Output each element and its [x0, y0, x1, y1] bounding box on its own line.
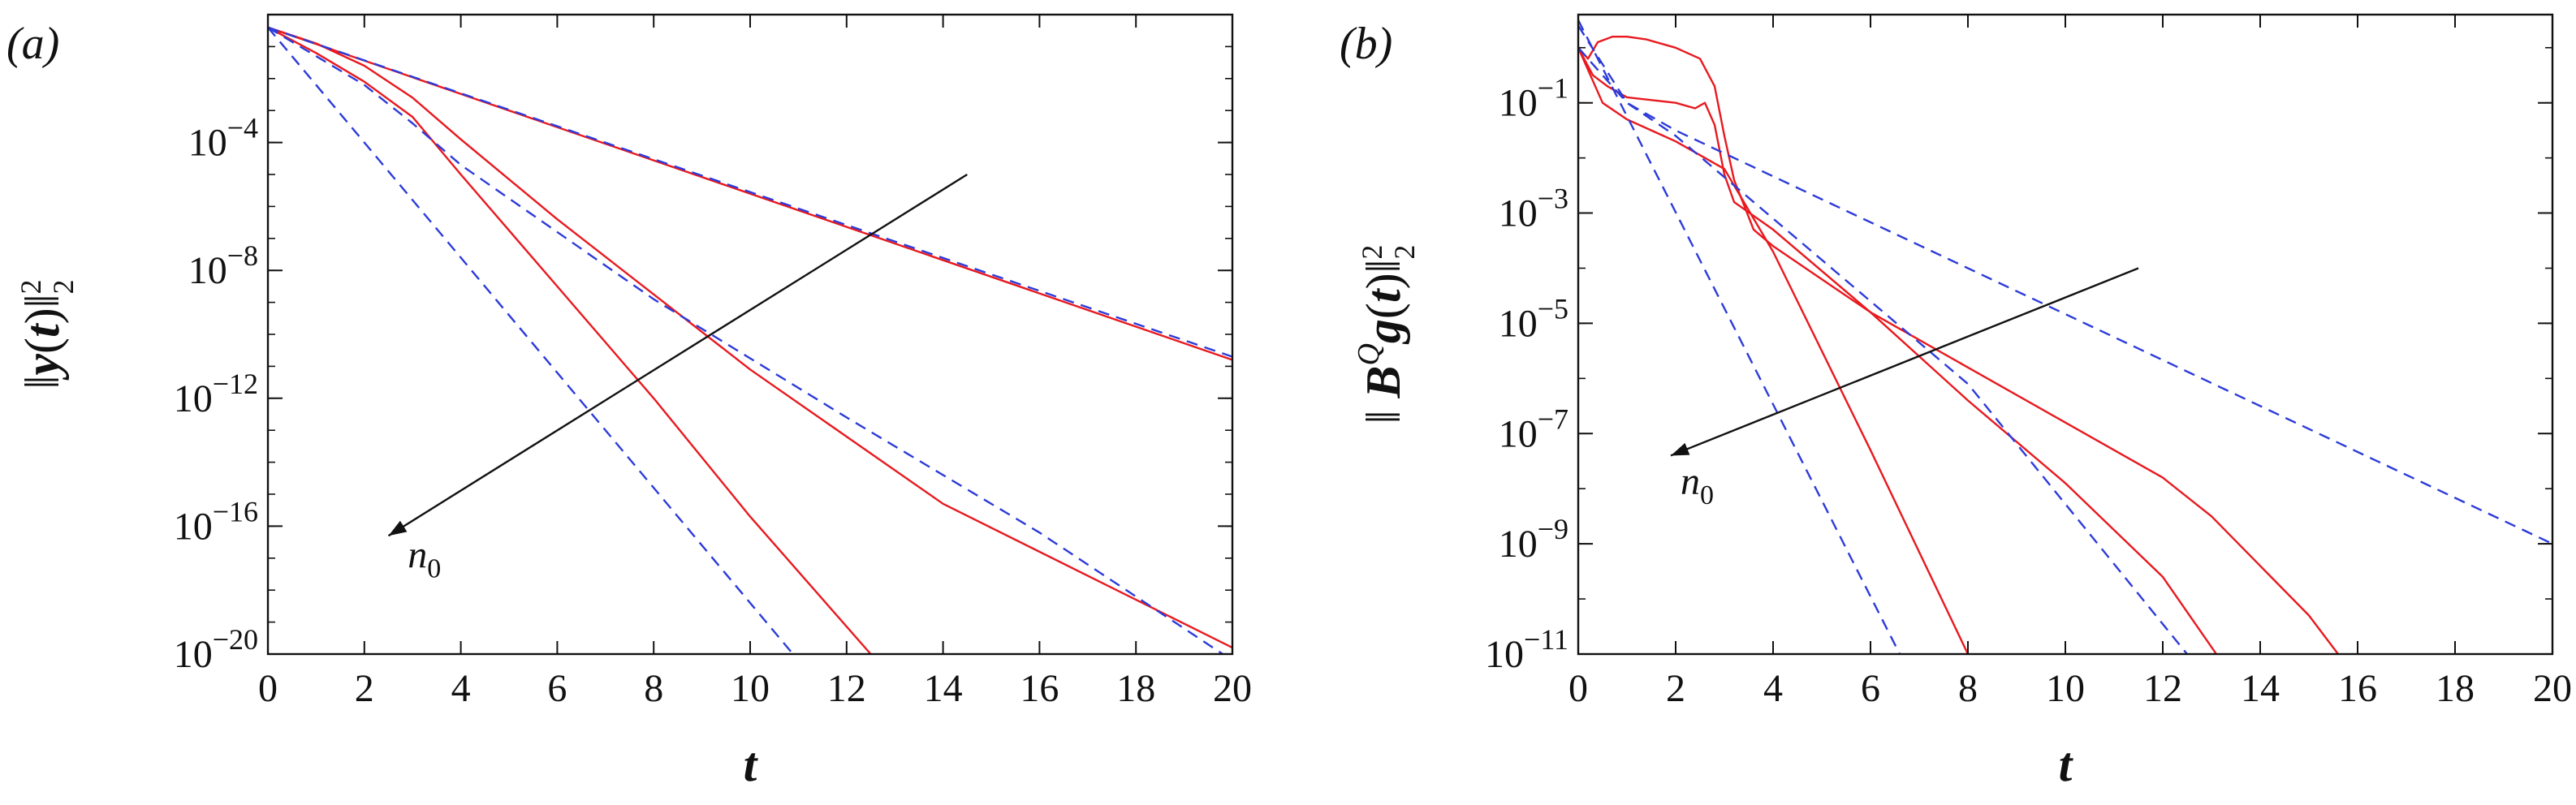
series-blue-3	[268, 27, 795, 654]
y-tick-label: 10−12	[174, 368, 258, 420]
y-tick-label: 10−20	[174, 623, 258, 676]
x-tick-label: 18	[2436, 667, 2475, 710]
arrowhead-icon	[1671, 442, 1690, 456]
panel-label: (b)	[1340, 19, 1392, 69]
y-axis-title: ‖y(t)‖22	[15, 280, 80, 390]
x-tick-label: 20	[1213, 667, 1252, 710]
y-tick-label: 10−16	[174, 495, 258, 548]
plot-frame	[1577, 13, 2554, 656]
x-tick-label: 14	[2241, 667, 2280, 710]
x-tick-label: 14	[924, 667, 963, 710]
series-blue-b	[1578, 47, 2188, 654]
x-tick-label: 18	[1116, 667, 1155, 710]
y-tick-label: 10−3	[1499, 183, 1568, 235]
y-axis-title: ‖ BQg(t)‖22	[1352, 245, 1421, 424]
x-tick-label: 8	[644, 667, 663, 710]
x-axis-title: t	[2059, 738, 2074, 791]
y-tick-label: 10−9	[1499, 513, 1568, 566]
series-blue-1	[268, 26, 1232, 358]
x-tick-label: 16	[1020, 667, 1059, 710]
x-tick-label: 12	[2143, 667, 2182, 710]
x-axis-title: t	[744, 738, 759, 791]
series-red-3	[268, 26, 872, 654]
series-red-b	[1578, 47, 2217, 654]
y-tick-label: 10−4	[188, 112, 258, 165]
x-tick-label: 8	[1958, 667, 1978, 710]
x-tick-label: 0	[1568, 667, 1588, 710]
x-tick-label: 16	[2338, 667, 2377, 710]
panel-label: (a)	[6, 19, 59, 69]
series-red-c	[1578, 47, 1970, 654]
series-blue-c	[1578, 19, 1901, 654]
x-tick-label: 10	[731, 667, 770, 710]
panel-a: 0 2 4 6 8 10 12 14 16 18 20 10−4 10−8 10−12 10−16 10−20…	[6, 13, 1252, 791]
x-tick-label: 6	[1861, 667, 1880, 710]
x-tick-label: 6	[547, 667, 567, 710]
x-tick-label: 4	[451, 667, 471, 710]
annotation-label: n0	[1681, 460, 1714, 510]
x-tick-label: 2	[355, 667, 374, 710]
y-tick-label: 10−7	[1499, 402, 1568, 455]
series-red-a	[1578, 36, 2339, 654]
x-tick-label: 10	[2046, 667, 2085, 710]
series-blue-2	[268, 26, 1225, 654]
y-tick-label: 10−8	[188, 239, 258, 292]
panel-b: 0 2 4 6 8 10 12 14 16 18 20 10−1 10−3 10−5 10−7 10−9 10−…	[1340, 13, 2572, 791]
x-tick-label: 12	[827, 667, 866, 710]
annotation-arrow	[387, 173, 968, 537]
x-tick-label: 4	[1763, 667, 1783, 710]
x-tick-label: 0	[258, 667, 278, 710]
y-tick-label: 10−11	[1485, 623, 1568, 676]
series-red-2	[268, 26, 1232, 649]
annotation-label: n0	[408, 534, 441, 584]
arrowhead-icon	[388, 520, 408, 536]
y-tick-label: 10−5	[1499, 292, 1568, 345]
y-tick-label: 10−1	[1499, 72, 1568, 125]
x-tick-label: 20	[2533, 667, 2572, 710]
series-blue-a	[1578, 24, 2552, 545]
x-tick-label: 2	[1666, 667, 1685, 710]
annotation-arrow	[1670, 267, 2139, 457]
